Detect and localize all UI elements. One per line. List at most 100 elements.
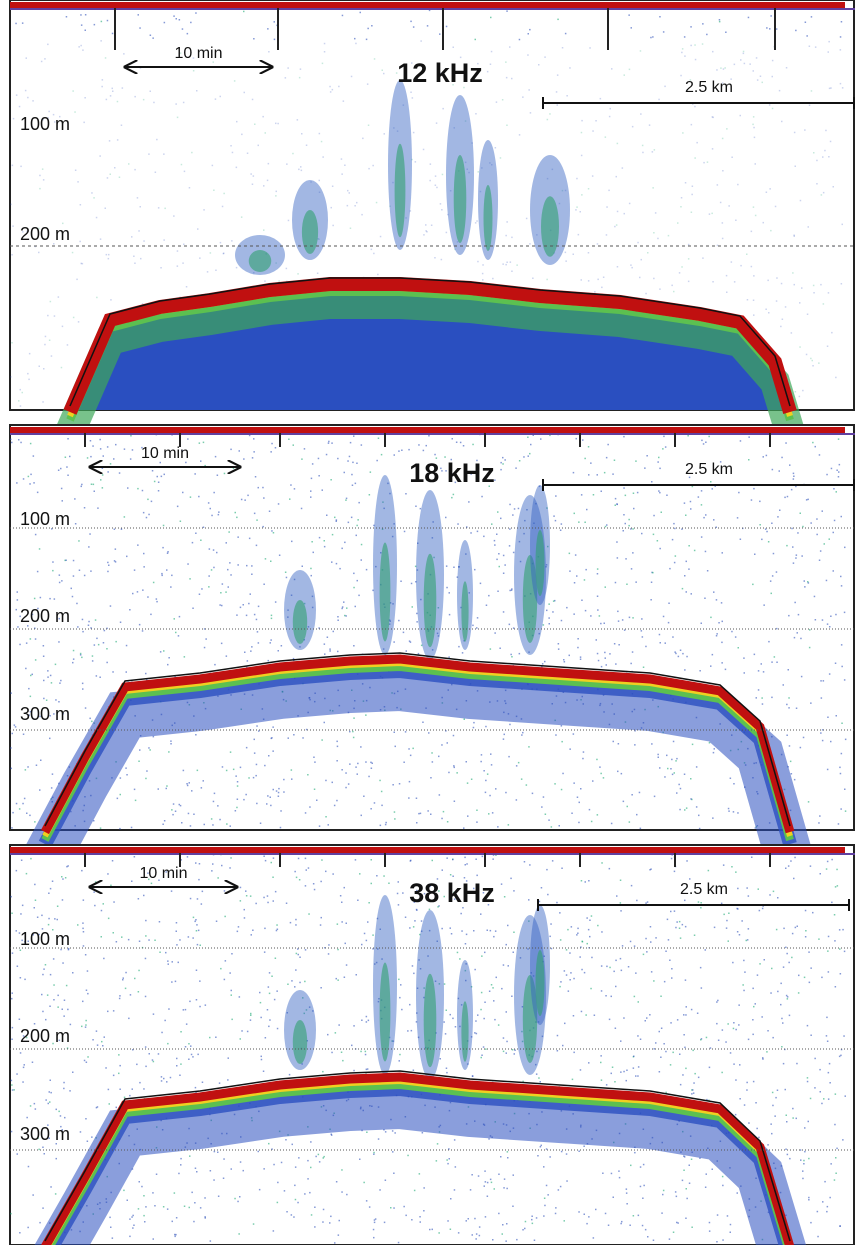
noise-dot — [574, 513, 576, 515]
noise-dot — [695, 59, 697, 61]
noise-dot — [179, 1075, 181, 1077]
noise-dot — [371, 25, 373, 27]
noise-dot — [684, 55, 686, 57]
noise-dot — [839, 948, 841, 950]
noise-dot — [727, 1215, 729, 1217]
noise-dot — [20, 1052, 22, 1054]
noise-dot — [450, 927, 452, 929]
noise-dot — [217, 805, 219, 807]
noise-dot — [601, 491, 603, 493]
noise-dot — [549, 1156, 551, 1158]
noise-dot — [35, 534, 37, 536]
noise-dot — [420, 813, 422, 815]
noise-dot — [372, 934, 374, 936]
noise-dot — [163, 239, 165, 241]
noise-dot — [659, 288, 661, 290]
noise-dot — [258, 606, 260, 608]
noise-dot — [126, 556, 128, 558]
noise-dot — [657, 238, 659, 240]
noise-dot — [182, 262, 184, 264]
noise-dot — [176, 1058, 178, 1060]
noise-dot — [439, 33, 441, 35]
noise-dot — [821, 697, 823, 699]
noise-dot — [92, 445, 94, 447]
noise-dot — [566, 974, 568, 976]
noise-dot — [138, 1208, 140, 1210]
noise-dot — [487, 71, 489, 73]
noise-dot — [677, 1019, 679, 1021]
noise-dot — [714, 748, 716, 750]
noise-dot — [122, 87, 124, 89]
noise-dot — [129, 1236, 131, 1238]
noise-dot — [88, 546, 90, 548]
noise-dot — [733, 1022, 735, 1024]
noise-dot — [446, 587, 448, 589]
noise-dot — [737, 931, 739, 933]
noise-dot — [243, 604, 245, 606]
noise-dot — [167, 551, 169, 553]
noise-dot — [514, 1053, 516, 1055]
noise-dot — [88, 625, 90, 627]
noise-dot — [217, 1152, 219, 1154]
noise-dot — [344, 542, 346, 544]
noise-dot — [453, 47, 455, 49]
noise-dot — [218, 511, 220, 513]
noise-dot — [466, 1220, 468, 1222]
noise-dot — [80, 654, 82, 656]
noise-dot — [92, 1039, 94, 1041]
noise-dot — [246, 747, 248, 749]
noise-dot — [306, 145, 308, 147]
noise-dot — [85, 954, 87, 956]
noise-dot — [17, 1153, 19, 1155]
noise-dot — [121, 529, 123, 531]
noise-dot — [105, 1067, 107, 1069]
noise-dot — [101, 910, 103, 912]
noise-dot — [59, 574, 61, 576]
noise-dot — [553, 600, 555, 602]
noise-dot — [615, 960, 617, 962]
noise-dot — [606, 457, 608, 459]
time-scale-label: 10 min — [139, 865, 187, 882]
noise-dot — [691, 124, 693, 126]
noise-dot — [271, 862, 273, 864]
noise-dot — [368, 902, 370, 904]
noise-dot — [271, 530, 273, 532]
noise-dot — [841, 283, 843, 285]
noise-dot — [29, 815, 31, 817]
noise-dot — [743, 960, 745, 962]
noise-dot — [446, 857, 448, 859]
noise-dot — [702, 23, 704, 25]
noise-dot — [748, 895, 750, 897]
noise-dot — [515, 467, 517, 469]
noise-dot — [126, 774, 128, 776]
noise-dot — [147, 596, 149, 598]
noise-dot — [674, 528, 676, 530]
noise-dot — [164, 474, 166, 476]
noise-dot — [324, 722, 326, 724]
noise-dot — [208, 575, 210, 577]
noise-dot — [353, 1070, 355, 1072]
noise-dot — [690, 26, 692, 28]
noise-dot — [93, 891, 95, 893]
noise-dot — [245, 794, 247, 796]
noise-dot — [55, 1193, 57, 1195]
noise-dot — [631, 27, 633, 29]
noise-dot — [584, 458, 586, 460]
noise-dot — [198, 879, 200, 881]
noise-dot — [17, 626, 19, 628]
noise-dot — [138, 761, 140, 763]
noise-dot — [786, 995, 788, 997]
noise-dot — [622, 167, 624, 169]
noise-dot — [330, 479, 332, 481]
noise-dot — [756, 697, 758, 699]
noise-dot — [500, 462, 502, 464]
noise-dot — [144, 1221, 146, 1223]
noise-dot — [710, 665, 712, 667]
noise-dot — [815, 46, 817, 48]
noise-dot — [511, 237, 513, 239]
noise-dot — [734, 64, 736, 66]
noise-dot — [243, 458, 245, 460]
noise-dot — [803, 1163, 805, 1165]
noise-dot — [793, 478, 795, 480]
noise-dot — [482, 279, 484, 281]
